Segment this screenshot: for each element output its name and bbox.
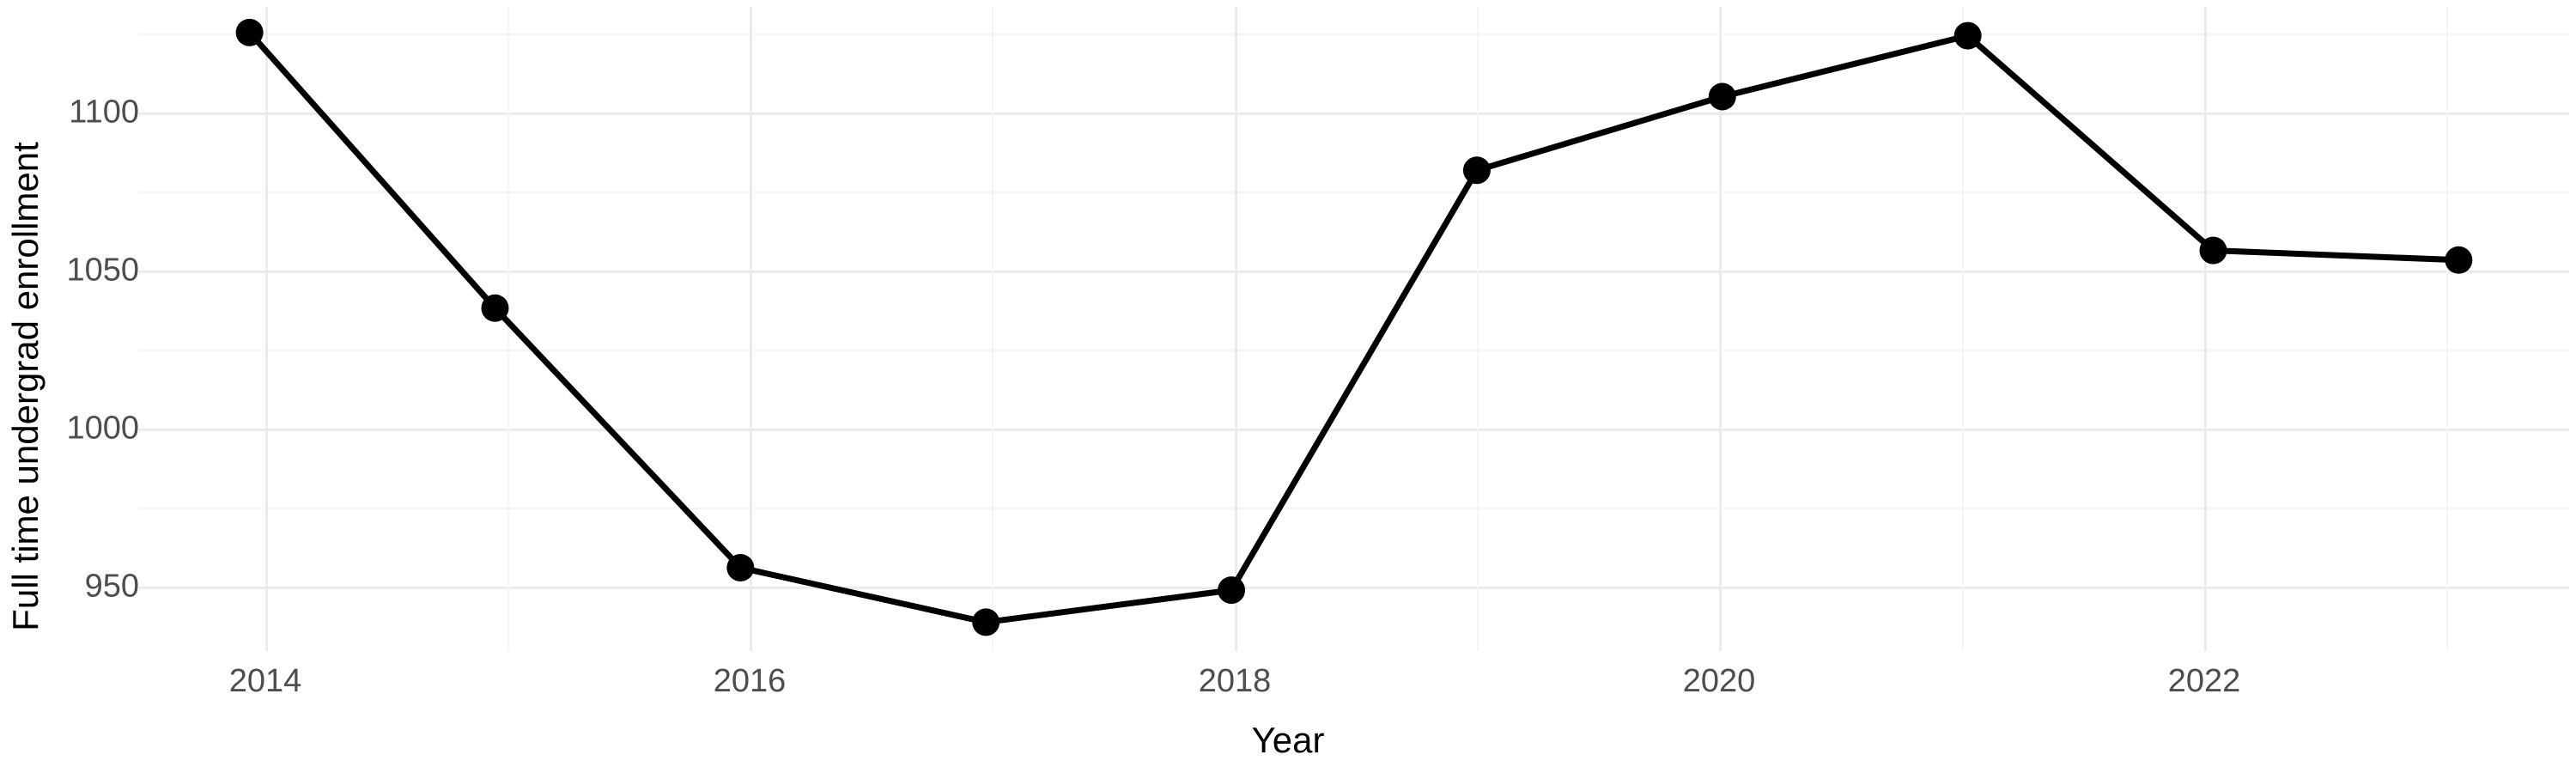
gridline-minor-y-1025	[139, 350, 2569, 351]
gridline-minor-y-1125	[139, 33, 2569, 35]
gridline-major-x-2014	[265, 7, 268, 651]
gridline-major-x-2016	[750, 7, 752, 651]
plot-panel	[139, 7, 2569, 651]
gridline-minor-x-2023	[2446, 7, 2448, 651]
gridline-minor-x-2019	[1477, 7, 1479, 651]
y-tick-label-1050: 1050	[66, 252, 139, 289]
x-tick-label-2018: 2018	[1198, 663, 1272, 699]
gridline-minor-x-2015	[507, 7, 509, 651]
x-tick-label-2016: 2016	[713, 663, 787, 699]
y-tick-label-1100: 1100	[69, 94, 139, 131]
y-axis-title: Full time undergrad enrollment	[5, 142, 46, 631]
y-tick-label-950: 950	[84, 568, 139, 605]
series-layer	[235, 18, 2473, 636]
data-point-2017	[972, 608, 1000, 636]
x-tick-label-2022: 2022	[2167, 663, 2241, 699]
gridline-major-y-1100	[139, 113, 2569, 115]
x-axis-title: Year	[1251, 720, 1325, 760]
gridline-major-y-1050	[139, 271, 2569, 273]
data-point-2018	[1218, 576, 1246, 605]
x-tick-label-2014: 2014	[228, 663, 302, 699]
gridline-minor-x-2017	[992, 7, 993, 651]
gridline-major-y-950	[139, 587, 2569, 589]
data-point-2014	[235, 18, 264, 46]
gridline-minor-y-1075	[139, 192, 2569, 193]
data-point-2015	[481, 294, 509, 322]
data-point-2016	[726, 553, 755, 581]
gridline-major-x-2022	[2204, 7, 2207, 651]
data-point-2023	[2445, 246, 2473, 274]
gridline-minor-x-2021	[1962, 7, 1964, 651]
gridline-major-x-2020	[1719, 7, 1722, 651]
series-points-enrollment	[235, 18, 2473, 636]
gridline-minor-y-975	[139, 508, 2569, 509]
data-point-2019	[1462, 156, 1491, 185]
gridline-major-y-1000	[139, 429, 2569, 431]
data-point-2020	[1708, 82, 1736, 111]
data-point-2021	[1953, 21, 1982, 50]
data-point-2022	[2199, 236, 2227, 265]
x-tick-label-2020: 2020	[1682, 663, 1756, 699]
gridline-major-x-2018	[1235, 7, 1237, 651]
series-line-enrollment	[246, 29, 2462, 625]
y-tick-label-1000: 1000	[66, 410, 139, 447]
